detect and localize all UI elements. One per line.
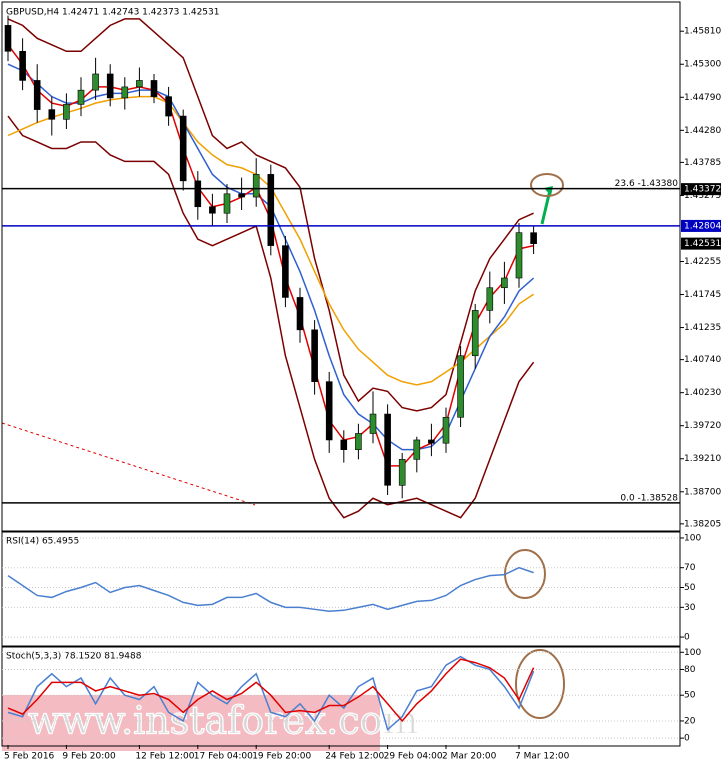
candle-body <box>530 232 537 244</box>
trend-line <box>1 422 256 506</box>
line-series <box>7 115 535 519</box>
y-tick-label: 1.45810 <box>684 27 721 37</box>
candle-body <box>150 80 158 97</box>
y-tick-label: 70 <box>684 563 696 573</box>
x-tick-label: 29 Feb 04:00 <box>384 752 443 762</box>
panel-frame <box>1 646 681 747</box>
candle-body <box>267 174 275 246</box>
y-tick-label: 20 <box>684 716 696 726</box>
y-tick-label: 1.45300 <box>684 60 721 70</box>
y-tick-label: 1.39720 <box>684 421 721 431</box>
candle-body <box>63 104 70 120</box>
x-tick-label: 17 Feb 04:00 <box>194 752 253 762</box>
price-label-box <box>681 183 721 196</box>
line-label: 0.0 -1.38528 <box>620 493 678 503</box>
panel-title: GBPUSD,H4 1.42471 1.42743 1.42373 1.4253… <box>6 8 219 18</box>
candle-body <box>238 193 245 198</box>
line-series <box>7 566 534 613</box>
y-tick-label: 0 <box>684 734 690 744</box>
y-tick-label: 50 <box>684 583 696 593</box>
y-tick-label: 1.43275 <box>684 191 721 201</box>
highlight-circle <box>515 649 565 719</box>
y-tick-label: 30 <box>684 603 696 613</box>
x-tick-label: 9 Feb 20:00 <box>62 752 116 762</box>
y-tick-label: 50 <box>684 691 696 701</box>
price-label-box <box>681 219 721 232</box>
candle-body <box>33 80 41 110</box>
candle-body <box>106 73 114 99</box>
candle-body <box>92 73 99 91</box>
candle-body <box>165 96 172 117</box>
line-label: 23.6 -1.43380 <box>615 179 679 189</box>
y-tick-label: 1.43785 <box>684 158 721 168</box>
candle-body <box>311 329 318 382</box>
highlight-circle <box>530 173 564 197</box>
candle-body <box>121 86 129 99</box>
candle-body <box>486 287 494 311</box>
y-tick-label: 0 <box>684 633 690 643</box>
panel-frame <box>1 1 681 532</box>
candle-body <box>19 50 26 81</box>
y-tick-label: 1.42255 <box>684 257 721 267</box>
candle-body <box>223 193 231 214</box>
line-series <box>7 658 535 723</box>
candle-body <box>179 115 187 182</box>
x-tick-label: 24 Feb 12:00 <box>325 752 384 762</box>
panel-title: RSI(14) 65.4955 <box>6 537 79 547</box>
y-tick-label: 1.41235 <box>684 323 721 333</box>
y-tick-label: 1.40740 <box>684 355 721 365</box>
y-tick-label: 1.44280 <box>684 126 721 136</box>
y-tick-label: 80 <box>684 665 696 675</box>
y-tick-label: 1.44790 <box>684 93 721 103</box>
y-tick-label: 1.40230 <box>684 388 721 398</box>
candle-body <box>413 439 421 460</box>
price-label-box <box>681 237 721 250</box>
candle-body <box>428 439 435 444</box>
x-tick-label: 12 Feb 12:00 <box>135 752 194 762</box>
candle-body <box>209 206 216 214</box>
x-tick-label: 5 Feb 2016 <box>4 752 55 762</box>
candle-body <box>282 245 289 298</box>
candle-body <box>4 25 12 52</box>
candle-body <box>194 180 202 208</box>
y-tick-label: 100 <box>684 533 701 543</box>
line-series <box>7 655 535 731</box>
price-label: 1.42531 <box>684 239 721 249</box>
candle-body <box>325 381 333 441</box>
candle-body <box>136 80 143 88</box>
x-tick-label: 7 Mar 12:00 <box>515 752 570 762</box>
price-label: 1.43372 <box>684 185 721 195</box>
y-tick-label: 100 <box>684 648 701 658</box>
line-series <box>7 18 534 412</box>
candle-body <box>48 109 56 120</box>
watermark-band <box>2 695 380 751</box>
panel-frame <box>1 531 681 647</box>
candle-body <box>515 232 523 279</box>
candle-body <box>384 413 391 486</box>
x-tick-label: 19 Feb 20:00 <box>252 752 311 762</box>
candle-body <box>471 310 479 357</box>
candle-body <box>442 416 450 444</box>
x-tick-label: 2 Mar 20:00 <box>442 752 497 762</box>
y-tick-label: 1.38700 <box>684 487 721 497</box>
candle-body <box>340 439 348 450</box>
price-label: 1.42804 <box>684 221 721 231</box>
candle-body <box>398 459 406 486</box>
candle-body <box>457 355 464 418</box>
y-tick-label: 1.38205 <box>684 519 721 529</box>
candle-body <box>252 174 260 198</box>
candle-body <box>355 433 362 450</box>
candle-body <box>501 277 508 289</box>
candle-body <box>77 89 85 105</box>
y-tick-label: 1.39210 <box>684 454 721 464</box>
candle-body <box>369 413 377 434</box>
y-tick-label: 1.41745 <box>684 290 721 300</box>
candle-body <box>296 297 304 331</box>
panel-title: Stoch(5,3,3) 78.1520 81.9488 <box>6 652 142 662</box>
